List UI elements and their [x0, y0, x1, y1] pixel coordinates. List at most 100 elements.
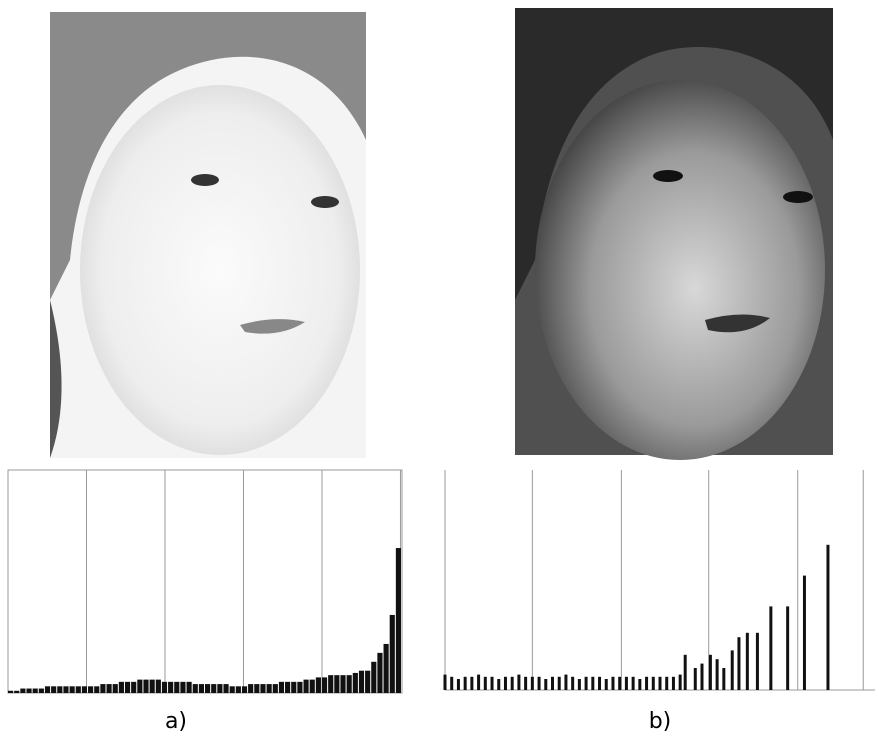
bar	[340, 675, 346, 693]
stem	[443, 674, 447, 690]
bar	[94, 686, 100, 693]
bar	[248, 684, 254, 693]
bar	[383, 643, 389, 693]
stem	[730, 650, 734, 690]
bar	[100, 684, 106, 693]
bar	[395, 548, 401, 693]
bar	[315, 677, 321, 693]
stem	[450, 676, 454, 690]
stem	[802, 575, 806, 690]
bar	[161, 681, 168, 693]
bar	[112, 684, 118, 693]
bar	[303, 679, 309, 693]
bar	[309, 679, 315, 693]
stem	[786, 606, 790, 690]
stem	[618, 676, 622, 690]
stem	[463, 676, 467, 690]
stem	[510, 676, 514, 690]
stem	[631, 676, 635, 690]
stem	[737, 637, 741, 690]
bar	[217, 684, 223, 693]
bar	[377, 652, 383, 693]
stem	[693, 668, 697, 690]
bar	[297, 681, 303, 693]
stem	[715, 659, 719, 690]
stem	[537, 676, 541, 690]
bar	[180, 681, 186, 693]
bar	[57, 686, 63, 693]
bar	[137, 679, 143, 693]
stem	[456, 679, 460, 690]
bar	[8, 690, 14, 693]
bar	[254, 684, 260, 693]
bar	[131, 681, 137, 693]
stem	[503, 676, 507, 690]
bar	[272, 684, 278, 693]
stem	[517, 674, 521, 690]
bar	[211, 684, 217, 693]
stem	[826, 544, 830, 690]
bar	[143, 679, 149, 693]
bar	[63, 686, 69, 693]
stem	[755, 632, 759, 690]
stem	[671, 676, 675, 690]
bar	[155, 679, 161, 693]
stem	[483, 676, 487, 690]
bar	[168, 681, 174, 693]
bar	[229, 686, 235, 693]
bar	[291, 681, 297, 693]
bar	[371, 661, 377, 693]
bar	[198, 684, 204, 693]
bar	[38, 688, 44, 693]
stem	[584, 676, 588, 690]
stem	[591, 676, 595, 690]
stem	[611, 676, 615, 690]
stem	[604, 679, 608, 690]
stem	[477, 674, 481, 690]
bar	[235, 686, 241, 693]
stem	[598, 676, 602, 690]
bar	[285, 681, 291, 693]
bar	[365, 670, 371, 693]
stem	[564, 674, 568, 690]
bar	[186, 681, 192, 693]
bar	[205, 684, 211, 693]
stem	[577, 679, 581, 690]
bar	[88, 686, 94, 693]
bar	[352, 672, 358, 693]
stem	[497, 679, 501, 690]
stem	[470, 676, 474, 690]
stem	[745, 632, 749, 690]
photo-a	[50, 12, 366, 458]
stem	[722, 668, 726, 690]
bar	[334, 675, 340, 693]
bar	[44, 686, 51, 693]
panel-caption: b)	[649, 709, 672, 734]
bar	[81, 686, 88, 693]
stem	[708, 654, 712, 690]
bar	[14, 690, 20, 693]
stem	[624, 676, 628, 690]
bar	[32, 688, 38, 693]
bar	[124, 681, 131, 693]
panel-caption: a)	[165, 709, 187, 734]
bar	[174, 681, 180, 693]
bar	[51, 686, 57, 693]
stem	[524, 676, 528, 690]
stem	[665, 676, 669, 690]
bar	[106, 684, 112, 693]
bar	[328, 675, 334, 693]
bar	[358, 670, 365, 693]
stem	[638, 679, 642, 690]
bar	[346, 675, 352, 693]
bar	[192, 684, 198, 693]
stem	[544, 679, 548, 690]
stem	[769, 606, 773, 690]
plot-frame	[7, 469, 403, 694]
stem	[651, 676, 655, 690]
stem	[490, 676, 494, 690]
bar	[389, 614, 395, 693]
stem	[683, 654, 687, 690]
stem	[700, 663, 704, 690]
